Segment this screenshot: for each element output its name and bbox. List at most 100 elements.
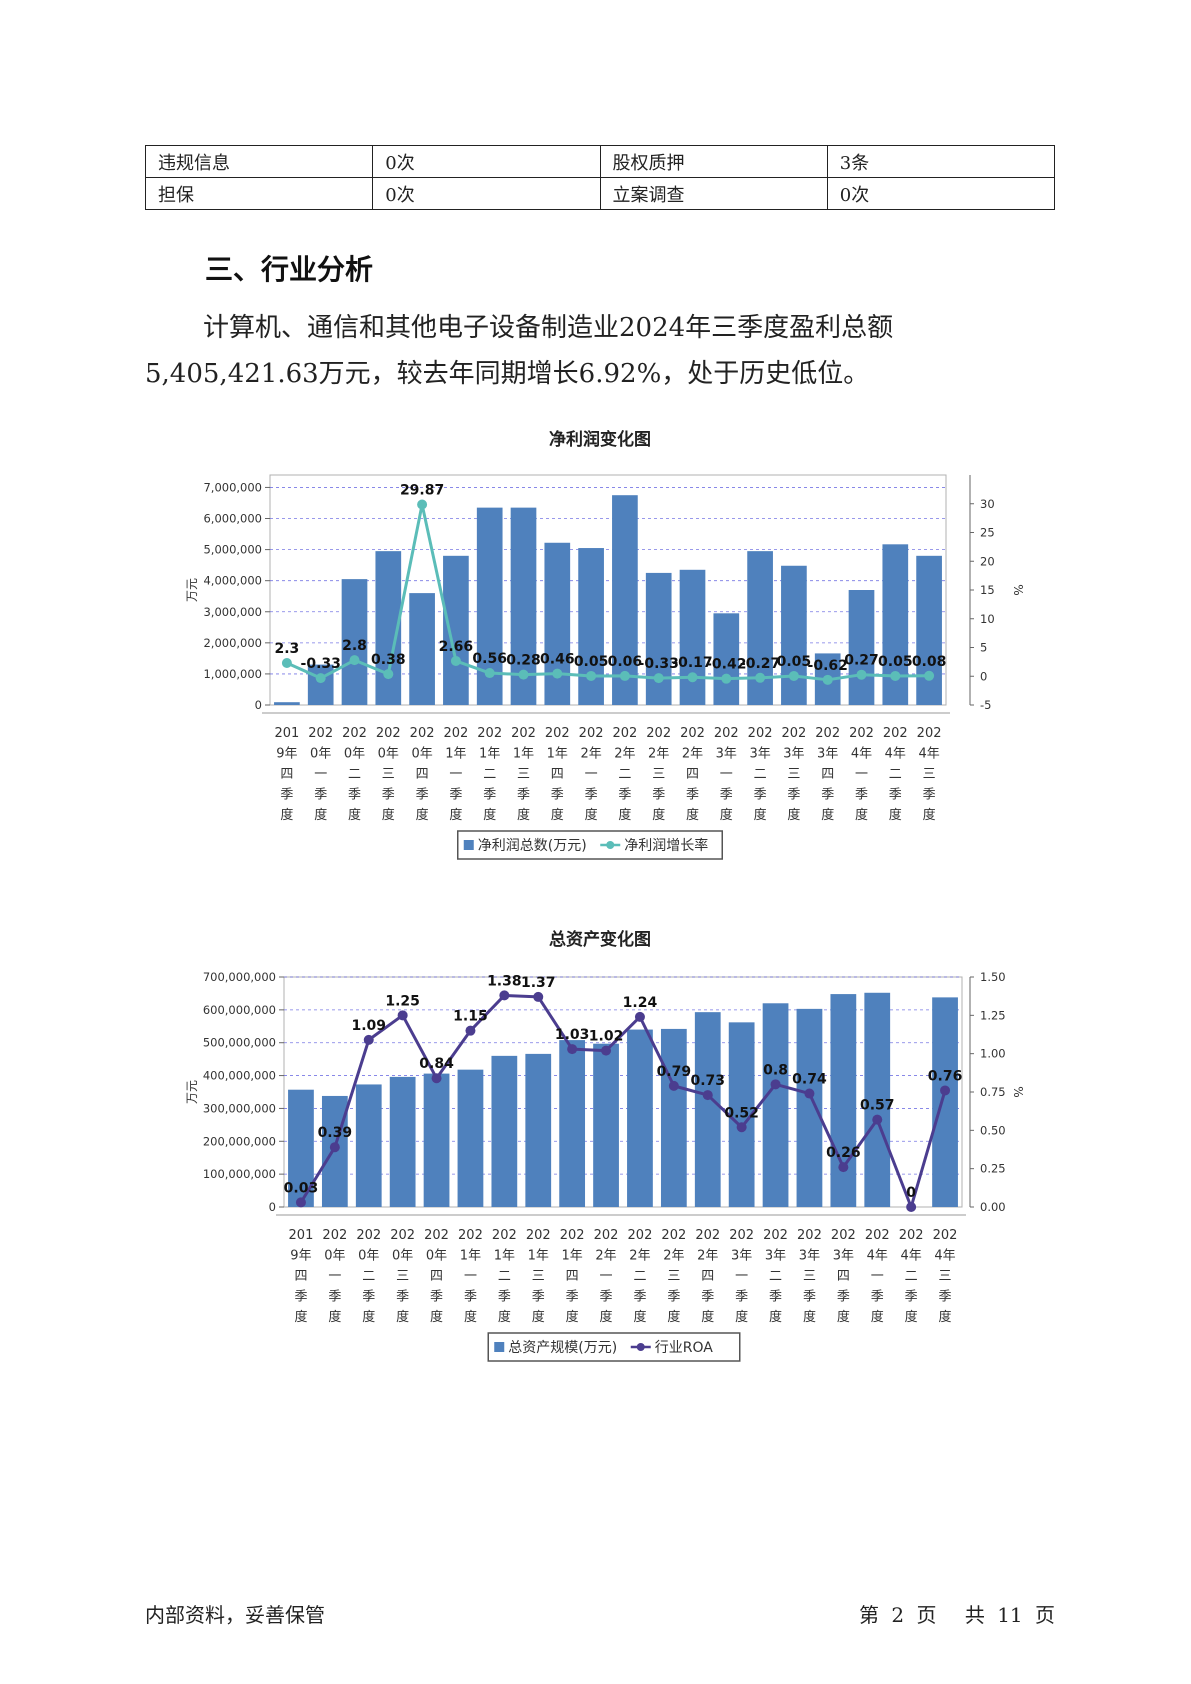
x-tick-label: 1年 [460, 1249, 481, 1264]
x-tick-label: 季 [280, 788, 293, 803]
footer-page-text: 页 [916, 1603, 937, 1627]
legend-label: 总资产规模(万元) [508, 1340, 617, 1356]
x-tick-label: 度 [939, 1309, 952, 1325]
x-tick-label: 度 [396, 1309, 409, 1325]
y-tick-label: 300,000,000 [203, 1101, 276, 1115]
footer-page-total: 11 [997, 1603, 1023, 1627]
x-tick-label: 2年 [663, 1249, 684, 1264]
x-tick-label: 三 [532, 1269, 545, 1284]
x-tick-label: 四 [701, 1269, 714, 1284]
x-tick-label: 三 [803, 1269, 816, 1284]
x-tick-label: 202 [579, 726, 604, 741]
x-tick-label: 一 [735, 1269, 748, 1284]
info-table: 违规信息 0次 股权质押 3条 担保 0次 立案调查 0次 [144, 145, 1056, 210]
data-label: 1.25 [385, 993, 420, 1009]
table-cell: 担保 [144, 177, 374, 210]
y2-tick-label: -5 [980, 698, 991, 712]
x-tick-label: 1年 [479, 747, 500, 762]
x-tick-label: 0年 [411, 747, 432, 762]
x-tick-label: 202 [748, 726, 773, 741]
x-tick-label: 2年 [648, 747, 669, 762]
data-label: -0.62 [808, 658, 848, 674]
bar [796, 1008, 823, 1207]
x-tick-label: 度 [855, 807, 868, 823]
x-tick-label: 202 [342, 726, 367, 741]
x-tick-label: 度 [532, 1309, 545, 1325]
x-tick-label: 度 [837, 1309, 850, 1325]
bar [830, 994, 857, 1207]
bar [864, 992, 891, 1207]
x-tick-label: 季 [585, 788, 598, 803]
x-tick-label: 度 [686, 807, 699, 823]
y2-tick-label: 1.50 [980, 970, 1006, 984]
data-label: 0.05 [878, 654, 913, 670]
x-tick-label: 三 [667, 1269, 680, 1284]
line-point [924, 670, 935, 681]
y-tick-label: 7,000,000 [203, 480, 262, 494]
x-tick-label: 季 [314, 788, 327, 803]
y2-tick-label: 5 [980, 641, 987, 655]
x-tick-label: 0年 [426, 1249, 447, 1264]
line-point [281, 658, 292, 669]
data-label: -0.42 [706, 657, 746, 673]
x-tick-label: 2年 [629, 1249, 650, 1264]
x-tick-label: 度 [735, 1309, 748, 1325]
x-tick-label: 季 [667, 1290, 680, 1305]
x-tick-label: 202 [410, 726, 435, 741]
line-point [586, 670, 597, 681]
y-tick-label: 4,000,000 [203, 574, 262, 588]
bar [423, 1073, 450, 1207]
x-tick-label: 0年 [324, 1249, 345, 1264]
x-tick-label: 202 [917, 726, 942, 741]
x-tick-label: 度 [362, 1309, 375, 1325]
x-tick-label: 度 [382, 807, 395, 823]
x-tick-label: 202 [526, 1228, 551, 1243]
bar [559, 1040, 586, 1207]
x-tick-label: 202 [322, 1228, 347, 1243]
x-tick-label: 季 [720, 788, 733, 803]
x-tick-label: 季 [532, 1290, 545, 1305]
x-tick-label: 三 [923, 767, 936, 782]
x-tick-label: 202 [797, 1228, 822, 1243]
y-tick-label: 500,000,000 [203, 1036, 276, 1050]
x-tick-label: 201 [274, 726, 299, 741]
table-cell: 0次 [372, 145, 601, 178]
data-label: 0.39 [318, 1125, 353, 1141]
footer-page-number: 第 2 页 共 11 页 [853, 1599, 1055, 1628]
bar [848, 590, 875, 705]
footer-page-text: 页 [1035, 1603, 1055, 1627]
line-point [634, 1011, 645, 1022]
x-tick-label: 4年 [934, 1249, 955, 1264]
line-point [499, 990, 510, 1001]
x-tick-label: 一 [314, 767, 327, 782]
y-tick-label: 5,000,000 [203, 543, 262, 557]
x-tick-label: 9年 [276, 747, 297, 762]
line-point [890, 670, 901, 681]
bar [627, 1029, 653, 1207]
line-point [770, 1079, 781, 1090]
chart-title: 总资产变化图 [549, 929, 651, 950]
x-tick-label: 2年 [697, 1249, 718, 1264]
x-tick-label: 0年 [358, 1249, 379, 1264]
legend-label: 净利润增长率 [624, 837, 708, 854]
line-point [804, 1088, 815, 1099]
data-label: 2.8 [342, 638, 367, 654]
y2-tick-label: 0 [980, 669, 987, 683]
bar [660, 1028, 687, 1207]
x-tick-label: 201 [289, 1228, 314, 1243]
y2-tick-label: 0.25 [980, 1162, 1006, 1176]
data-label: 0.05 [574, 654, 609, 670]
x-tick-label: 度 [720, 807, 733, 823]
x-tick-label: 3年 [765, 1249, 786, 1264]
bar [645, 572, 672, 705]
line-point [653, 673, 664, 684]
line-point [450, 655, 461, 666]
legend-box [487, 1332, 741, 1362]
table-cell: 股权质押 [599, 145, 828, 178]
y-tick-label: 100,000,000 [203, 1167, 276, 1181]
data-label: -0.33 [301, 656, 341, 672]
line-point [788, 670, 799, 681]
section-title: 三、行业分析 [205, 253, 374, 286]
x-tick-label: 季 [889, 788, 902, 803]
y2-tick-label: 0.50 [980, 1123, 1006, 1137]
